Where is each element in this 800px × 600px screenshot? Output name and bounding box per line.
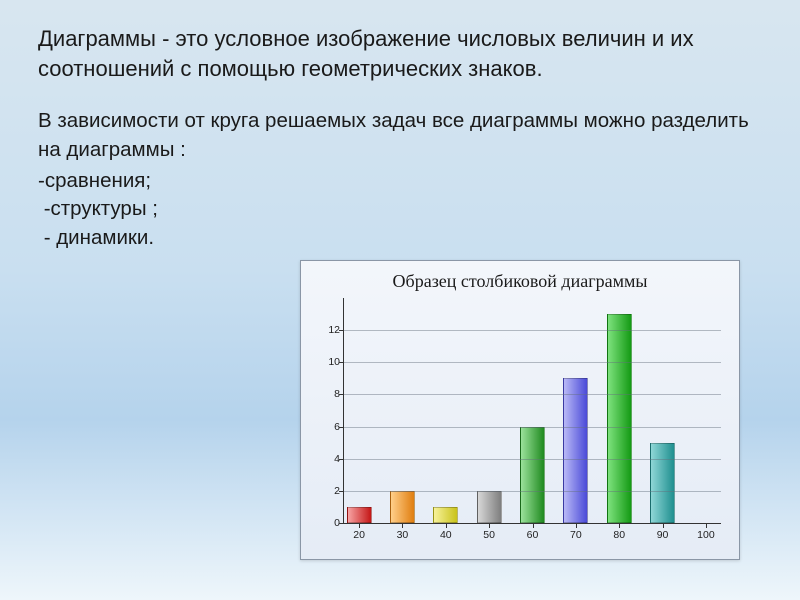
y-axis-tick [339,330,344,331]
bar [347,507,372,523]
x-axis-tick [402,523,403,528]
x-axis-tick [619,523,620,528]
y-tick-label: 0 [320,517,340,529]
y-axis-tick [339,523,344,524]
y-tick-label: 12 [320,324,340,336]
y-axis-tick [339,394,344,395]
y-axis-tick [339,362,344,363]
x-axis-tick [576,523,577,528]
x-axis-tick [359,523,360,528]
x-tick-label: 60 [527,529,539,541]
grid-line [344,427,721,428]
bullet-item: - динамики. [38,224,762,253]
y-tick-label: 2 [320,485,340,497]
bullet-item: -структуры ; [38,195,762,224]
y-tick-label: 8 [320,388,340,400]
x-tick-label: 70 [570,529,582,541]
bar [520,427,545,523]
grid-line [344,459,721,460]
grid-line [344,330,721,331]
x-tick-label: 90 [657,529,669,541]
x-axis-tick [663,523,664,528]
x-axis-tick [533,523,534,528]
x-tick-label: 40 [440,529,452,541]
y-tick-label: 10 [320,356,340,368]
chart-plot: 0246810122030405060708090100 [343,298,721,524]
x-axis-tick [489,523,490,528]
x-tick-label: 30 [397,529,409,541]
x-tick-label: 50 [483,529,495,541]
page-heading: Диаграммы - это условное изображение чис… [38,24,762,83]
bars-layer [344,298,721,523]
y-axis-tick [339,459,344,460]
grid-line [344,491,721,492]
bar [477,491,502,523]
grid-line [344,394,721,395]
x-axis-tick [706,523,707,528]
bullet-item: -сравнения; [38,167,762,196]
y-axis-tick [339,491,344,492]
x-tick-label: 80 [613,529,625,541]
bar [390,491,415,523]
y-tick-label: 4 [320,453,340,465]
chart-title: Образец столбиковой диаграммы [301,261,739,298]
y-axis-tick [339,427,344,428]
x-axis-tick [446,523,447,528]
bullet-list: -сравнения; -структуры ; - динамики. [38,167,762,253]
x-tick-label: 100 [697,529,715,541]
bar [563,378,588,523]
plot-area: 0246810122030405060708090100 [343,298,721,524]
bar [433,507,458,523]
bar-chart-card: Образец столбиковой диаграммы 0246810122… [300,260,740,560]
y-tick-label: 6 [320,421,340,433]
intro-text: В зависимости от круга решаемых задач вс… [38,107,762,164]
grid-line [344,362,721,363]
x-tick-label: 20 [353,529,365,541]
bar [650,443,675,523]
